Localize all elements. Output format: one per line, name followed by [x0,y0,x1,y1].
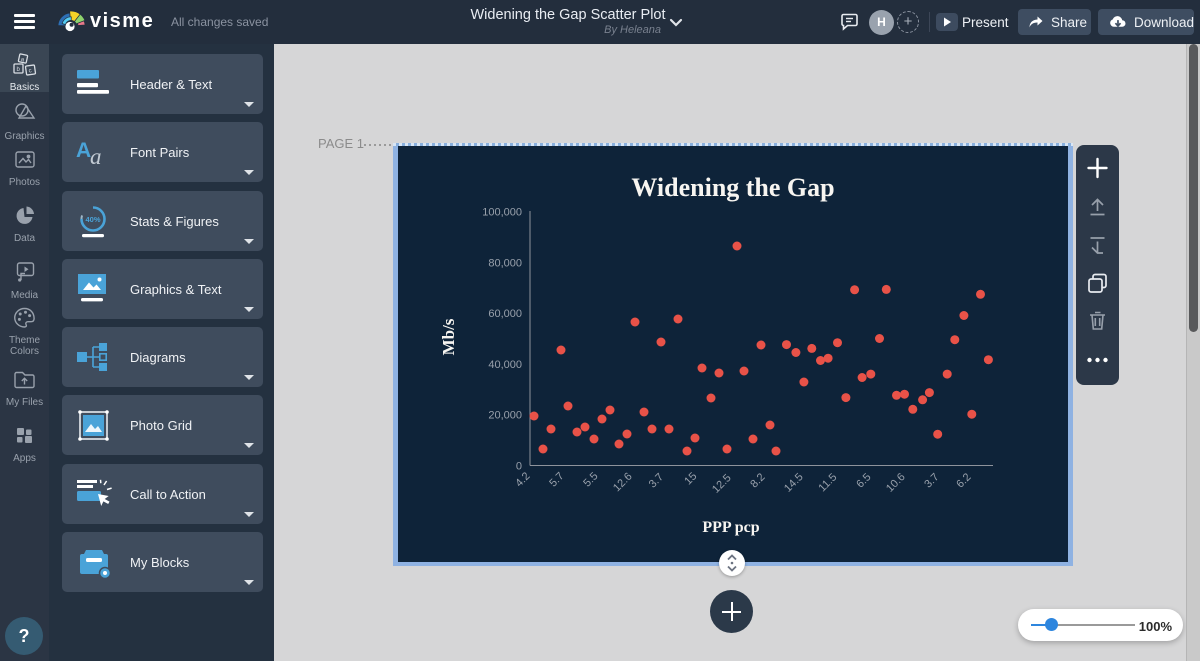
svg-text:6.5: 6.5 [854,471,873,490]
svg-text:b: b [16,67,20,73]
svg-text:40,000: 40,000 [488,359,522,371]
svg-text:8.2: 8.2 [748,471,767,490]
svg-text:6.2: 6.2 [954,471,973,490]
svg-text:20,000: 20,000 [488,410,522,422]
svg-text:10.6: 10.6 [884,471,908,495]
svg-text:a: a [90,144,102,169]
svg-text:14.5: 14.5 [782,471,806,495]
svg-text:PPP pcp: PPP pcp [702,519,759,536]
svg-text:A: A [76,139,91,162]
svg-text:11.5: 11.5 [816,471,839,494]
svg-text:40%: 40% [85,215,100,224]
svg-text:15: 15 [682,470,699,487]
svg-text:3.7: 3.7 [647,471,666,490]
svg-text:12.5: 12.5 [710,472,734,496]
svg-text:4.2: 4.2 [513,470,532,489]
svg-text:0: 0 [516,461,522,473]
svg-text:3.7: 3.7 [922,471,941,490]
svg-text:c: c [28,68,32,74]
svg-text:100,000: 100,000 [482,207,522,219]
svg-text:a: a [20,57,25,64]
svg-text:12.6: 12.6 [611,471,635,495]
svg-text:5.5: 5.5 [581,470,600,489]
svg-text:80,000: 80,000 [488,257,522,269]
svg-text:5.7: 5.7 [547,470,566,489]
svg-text:Widening the Gap: Widening the Gap [631,173,834,202]
svg-text:Mb/s: Mb/s [439,318,458,355]
svg-text:60,000: 60,000 [488,308,522,320]
